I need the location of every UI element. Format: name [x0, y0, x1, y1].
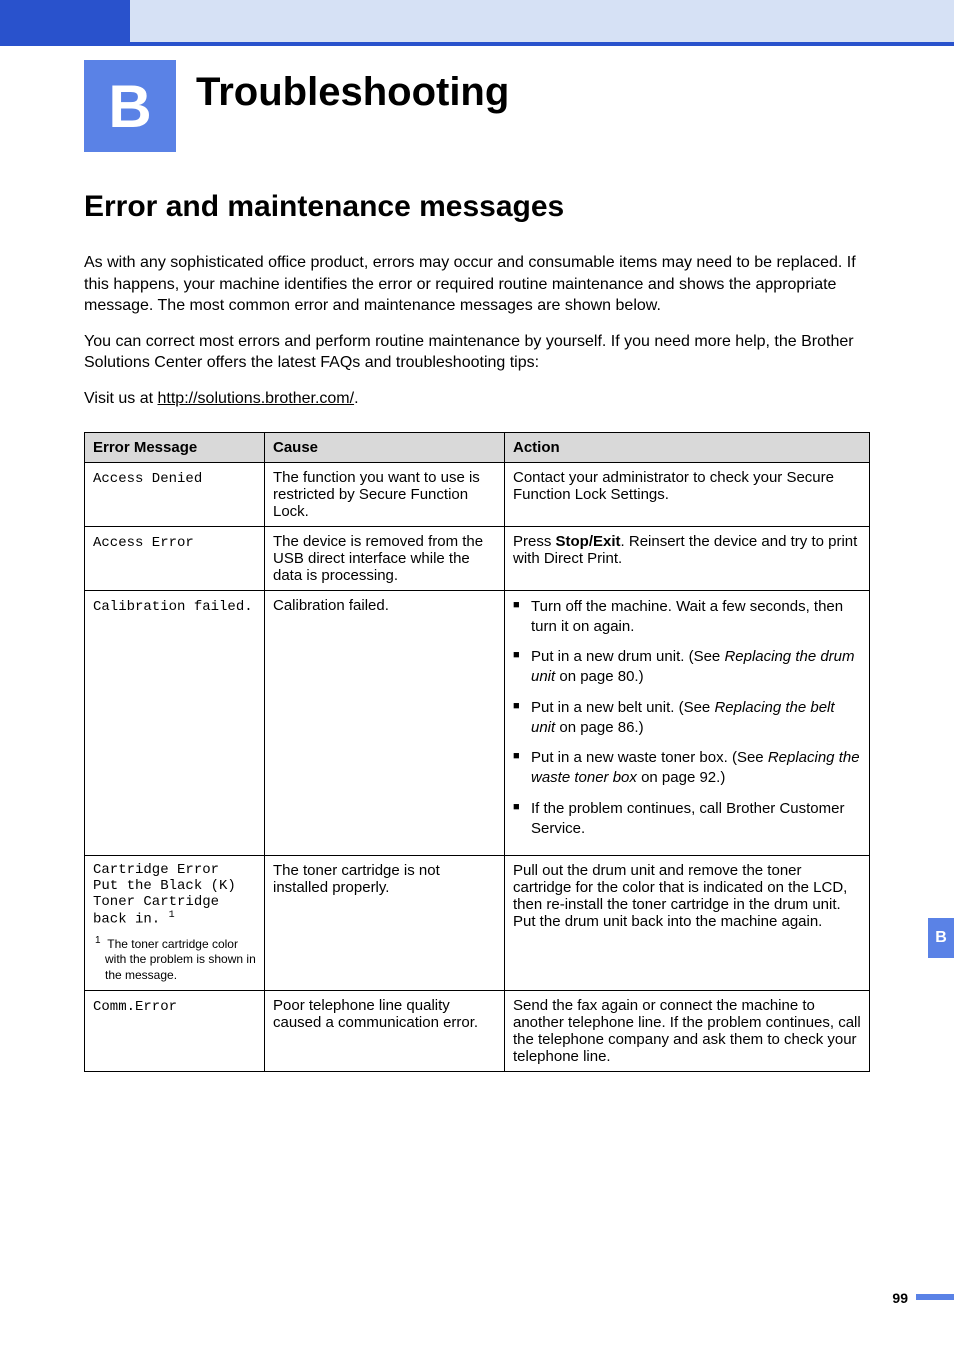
cell-cause: The function you want to use is restrict…	[265, 462, 505, 526]
list-item: If the problem continues, call Brother C…	[513, 799, 861, 840]
cell-action: Pull out the drum unit and remove the to…	[505, 856, 870, 990]
action-pre: Press	[513, 533, 556, 550]
table-row: Access Error The device is removed from …	[85, 526, 870, 590]
table-row: Comm.Error Poor telephone line quality c…	[85, 990, 870, 1071]
error-code: Access Denied	[93, 471, 202, 487]
cell-cause: Calibration failed.	[265, 590, 505, 856]
error-code-line: Cartridge Error	[93, 862, 256, 878]
list-item: Put in a new waste toner box. (See Repla…	[513, 748, 861, 789]
list-item: Put in a new belt unit. (See Replacing t…	[513, 698, 861, 739]
table-row: Access Denied The function you want to u…	[85, 462, 870, 526]
table-row: Calibration failed. Calibration failed. …	[85, 590, 870, 856]
footnote-text: 1 The toner cartridge color with the pro…	[93, 934, 256, 984]
error-code: Access Error	[93, 535, 194, 551]
action-bullet-list: Turn off the machine. Wait a few seconds…	[513, 597, 861, 840]
list-item: Put in a new drum unit. (See Replacing t…	[513, 647, 861, 688]
chapter-title: Troubleshooting	[196, 70, 509, 115]
table-header-row: Error Message Cause Action	[85, 432, 870, 462]
chapter-badge: B	[84, 60, 176, 152]
intro-paragraph-2: You can correct most errors and perform …	[84, 331, 870, 374]
bullet-pre: Put in a new waste toner box. (See	[531, 749, 768, 766]
table-row: Cartridge Error Put the Black (K) Toner …	[85, 856, 870, 990]
header-action: Action	[505, 432, 870, 462]
cell-error-message: Access Denied	[85, 462, 265, 526]
action-bold: Stop/Exit	[556, 533, 621, 550]
error-code-text: back in.	[93, 912, 160, 928]
section-heading: Error and maintenance messages	[84, 190, 870, 224]
page-number-accent	[916, 1294, 954, 1300]
content-area: Error and maintenance messages As with a…	[84, 190, 870, 1072]
header-cause: Cause	[265, 432, 505, 462]
list-item: Turn off the machine. Wait a few seconds…	[513, 597, 861, 638]
header-error-message: Error Message	[85, 432, 265, 462]
bullet-pre: Put in a new drum unit. (See	[531, 648, 724, 665]
cell-action: Turn off the machine. Wait a few seconds…	[505, 590, 870, 856]
error-code-line: Put the Black (K)	[93, 878, 256, 894]
cell-error-message: Cartridge Error Put the Black (K) Toner …	[85, 856, 265, 990]
page-number: 99	[892, 1290, 908, 1306]
cell-action: Press Stop/Exit. Reinsert the device and…	[505, 526, 870, 590]
cell-cause: Poor telephone line quality caused a com…	[265, 990, 505, 1071]
cell-action: Contact your administrator to check your…	[505, 462, 870, 526]
bullet-post: on page 86.)	[555, 719, 643, 736]
top-banner	[0, 0, 954, 46]
bullet-pre: Put in a new belt unit. (See	[531, 699, 714, 716]
error-code-line: Toner Cartridge	[93, 894, 256, 910]
error-code: Calibration failed.	[93, 599, 253, 615]
footnote-marker: 1	[95, 935, 101, 946]
footnote-body: The toner cartridge color with the probl…	[105, 937, 256, 982]
visit-line: Visit us at http://solutions.brother.com…	[84, 388, 870, 410]
cell-error-message: Access Error	[85, 526, 265, 590]
intro-paragraph-1: As with any sophisticated office product…	[84, 252, 870, 317]
side-tab: B	[928, 918, 954, 958]
solutions-link[interactable]: http://solutions.brother.com/	[158, 390, 355, 407]
error-table: Error Message Cause Action Access Denied…	[84, 432, 870, 1072]
visit-prefix: Visit us at	[84, 390, 158, 407]
cell-cause: The toner cartridge is not installed pro…	[265, 856, 505, 990]
top-banner-accent	[0, 0, 130, 46]
cell-action: Send the fax again or connect the machin…	[505, 990, 870, 1071]
error-code-line: back in. 1	[93, 910, 256, 928]
bullet-post: on page 92.)	[637, 769, 725, 786]
cell-error-message: Calibration failed.	[85, 590, 265, 856]
cell-error-message: Comm.Error	[85, 990, 265, 1071]
error-code: Comm.Error	[93, 999, 177, 1015]
footnote-marker: 1	[169, 910, 175, 921]
cell-cause: The device is removed from the USB direc…	[265, 526, 505, 590]
bullet-post: on page 80.)	[555, 668, 643, 685]
visit-suffix: .	[354, 390, 358, 407]
